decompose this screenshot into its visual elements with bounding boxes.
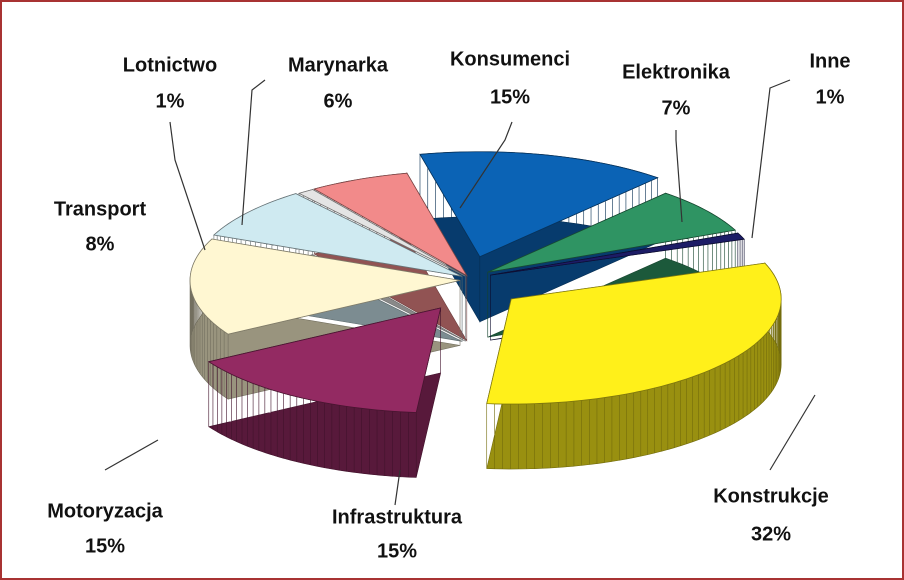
slice-top — [213, 193, 463, 277]
labels: Lotnictwo 1% Marynarka 6% Konsumenci 15%… — [47, 48, 850, 562]
category-label: Marynarka — [288, 54, 389, 76]
leader-line — [104, 439, 159, 471]
slice-top — [297, 189, 466, 277]
value-label: 1% — [816, 86, 845, 108]
category-label: Konstrukcje — [713, 485, 829, 507]
leader-line — [751, 79, 791, 239]
category-label: Infrastruktura — [332, 506, 463, 528]
category-label: Konsumenci — [450, 48, 570, 70]
category-label: Motoryzacja — [47, 500, 163, 522]
leader-lines — [104, 79, 816, 506]
slice-top — [487, 192, 737, 273]
leader-line — [241, 79, 266, 226]
slice-top — [189, 238, 461, 335]
slice-top — [313, 172, 468, 277]
value-label: 15% — [377, 540, 417, 562]
category-label: Lotnictwo — [123, 54, 217, 76]
slice-top — [207, 307, 442, 413]
category-label: Inne — [809, 50, 850, 72]
slice-top — [490, 232, 745, 276]
leader-line — [675, 130, 683, 223]
slice — [207, 307, 442, 478]
slice — [486, 262, 782, 470]
value-label: 15% — [85, 535, 125, 557]
value-label: 8% — [86, 233, 115, 255]
value-label: 7% — [662, 97, 691, 119]
slice-top — [486, 262, 782, 405]
leader-line — [769, 394, 816, 471]
category-label: Transport — [54, 198, 147, 220]
value-label: 6% — [324, 90, 353, 112]
pie — [189, 151, 782, 478]
leader-line — [169, 121, 206, 251]
category-label: Elektronika — [622, 61, 731, 83]
leader-line — [459, 121, 513, 209]
value-label: 15% — [490, 86, 530, 108]
value-label: 1% — [156, 90, 185, 112]
value-label: 32% — [751, 523, 791, 545]
leader-line — [394, 469, 401, 506]
